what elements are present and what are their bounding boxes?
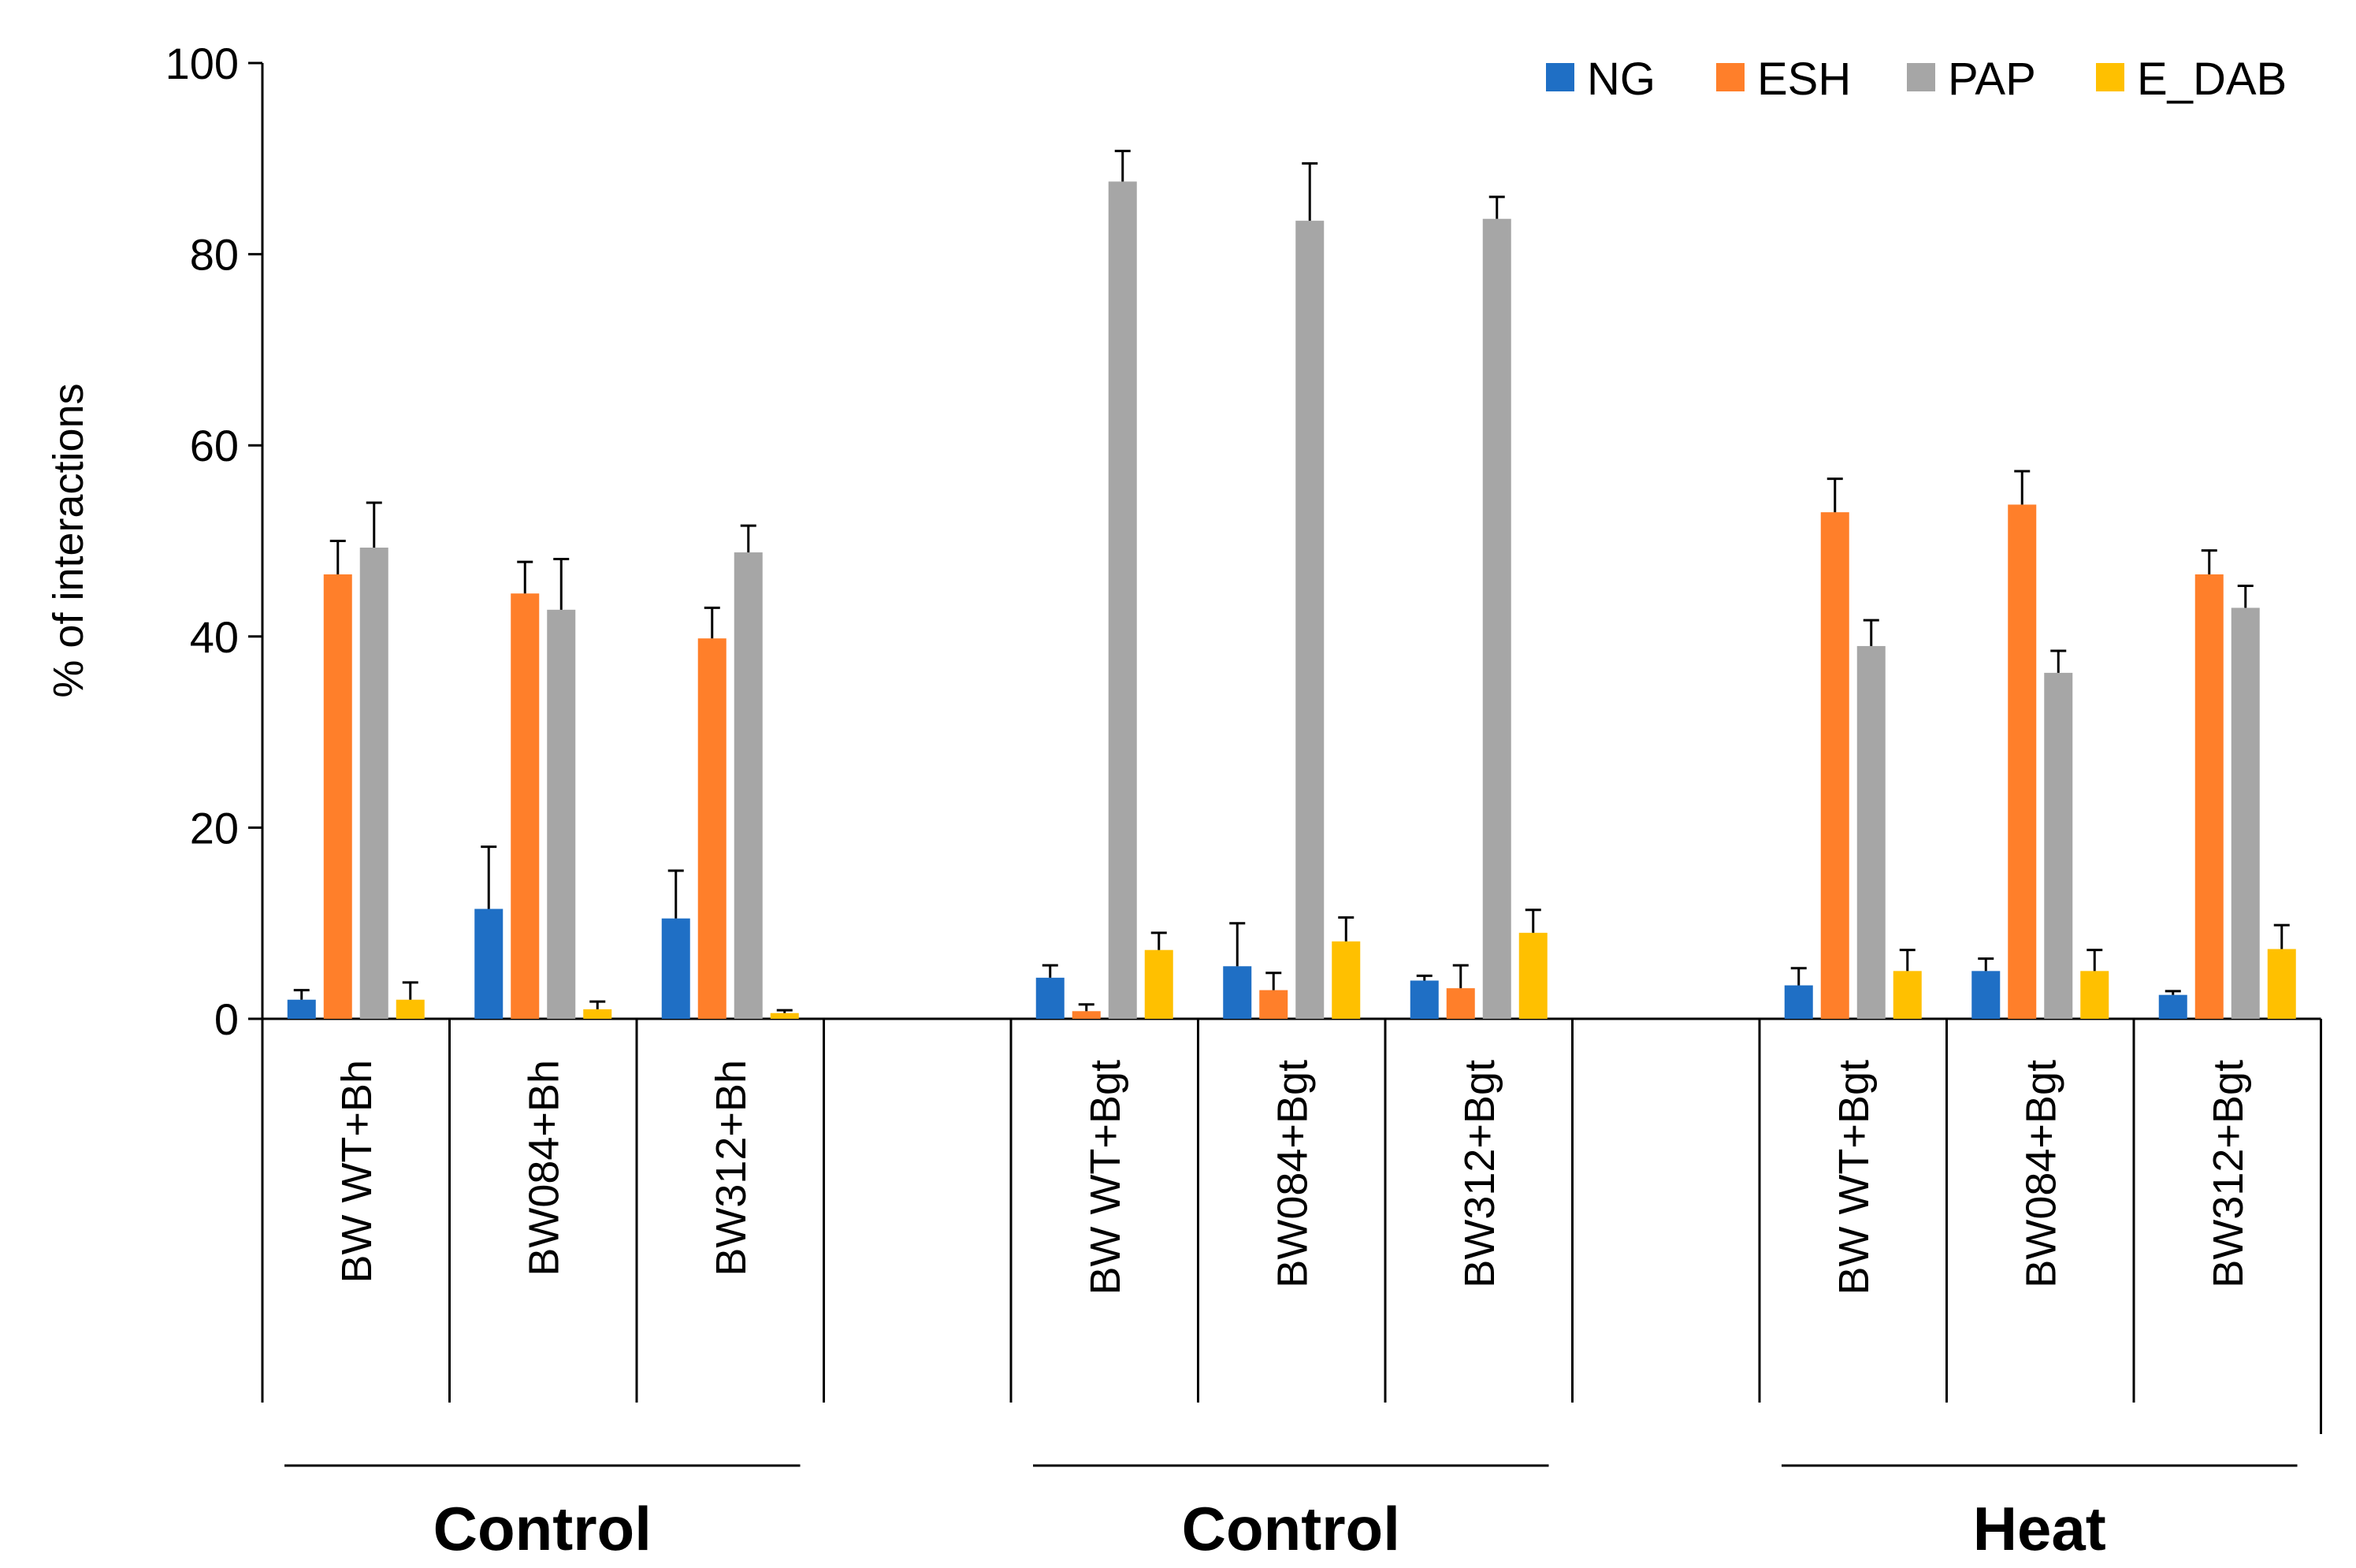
bar-ng	[1410, 980, 1439, 1019]
bar-e_dab	[396, 999, 425, 1019]
category-label: BW084+Bgt	[2017, 1060, 2064, 1288]
category-label: BW WT+Bgt	[1082, 1060, 1129, 1295]
bar-esh	[323, 574, 352, 1019]
legend-label-ng: NG	[1587, 54, 1656, 105]
y-axis-title: % of interactions	[45, 383, 92, 697]
y-tick-label: 0	[214, 994, 239, 1044]
y-tick-label: 60	[190, 421, 239, 470]
bar-e_dab	[1332, 941, 1361, 1019]
bar-esh	[1072, 1011, 1101, 1019]
bar-ng	[661, 918, 690, 1019]
bar-pap	[547, 609, 576, 1019]
bar-e_dab	[2267, 949, 2296, 1019]
bar-ng	[1971, 971, 2001, 1019]
legend-swatch-ng	[1546, 63, 1574, 91]
group-label: Control	[433, 1494, 652, 1563]
bar-pap	[1482, 218, 1511, 1019]
group-label: Control	[1182, 1494, 1400, 1563]
bar-ng	[1223, 966, 1252, 1019]
bar-ng	[1784, 985, 1813, 1019]
y-tick-label: 40	[190, 612, 239, 662]
bar-e_dab	[1518, 932, 1548, 1019]
category-label: BW312+Bh	[708, 1060, 755, 1276]
bar-pap	[359, 547, 388, 1019]
category-label: BW WT+Bh	[333, 1060, 381, 1284]
bar-ng	[287, 999, 316, 1019]
bar-pap	[734, 552, 763, 1019]
label-layer: BW WT+Bh BW084+Bh BW312+Bh BW WT+Bgt BW084+B…	[284, 1060, 2298, 1563]
bar-esh	[1446, 988, 1475, 1019]
bar-ng	[2158, 994, 2187, 1019]
legend-swatch-e_dab	[2096, 63, 2124, 91]
legend: NG ESH PAP E_DAB	[1546, 54, 2287, 105]
bar-pap	[1856, 645, 1886, 1019]
category-label: BW084+Bgt	[1269, 1060, 1316, 1288]
bar-esh	[2194, 574, 2224, 1019]
legend-label-pap: PAP	[1948, 54, 2036, 105]
bar-esh	[697, 638, 726, 1019]
legend-label-esh: ESH	[1757, 54, 1851, 105]
bar-e_dab	[1893, 971, 1922, 1019]
bar-pap	[2044, 672, 2073, 1019]
bar-ng	[474, 908, 504, 1019]
bar-e_dab	[770, 1013, 799, 1019]
bar-pap	[2231, 608, 2260, 1019]
bar-esh	[1820, 512, 1849, 1019]
bar-layer	[287, 150, 2296, 1020]
category-label: BW084+Bh	[520, 1060, 567, 1276]
bar-esh	[1259, 990, 1288, 1019]
legend-label-e_dab: E_DAB	[2137, 54, 2287, 105]
y-tick-label: 80	[190, 230, 239, 280]
bar-ng	[1035, 977, 1065, 1019]
category-label: BW312+Bgt	[1456, 1060, 1503, 1288]
group-label: Heat	[1973, 1494, 2106, 1563]
bar-pap	[1295, 221, 1325, 1019]
bar-e_dab	[2080, 971, 2109, 1019]
bar-e_dab	[583, 1009, 612, 1019]
bar-pap	[1108, 181, 1137, 1020]
y-tick-label: 100	[165, 39, 239, 88]
legend-swatch-esh	[1716, 63, 1745, 91]
bar-e_dab	[1144, 949, 1173, 1019]
bar-esh	[2008, 504, 2037, 1019]
category-label: BW312+Bgt	[2205, 1060, 2252, 1288]
y-tick-label: 20	[190, 803, 239, 853]
bar-esh	[511, 593, 540, 1019]
legend-swatch-pap	[1907, 63, 1935, 91]
category-label: BW WT+Bgt	[1830, 1060, 1878, 1295]
